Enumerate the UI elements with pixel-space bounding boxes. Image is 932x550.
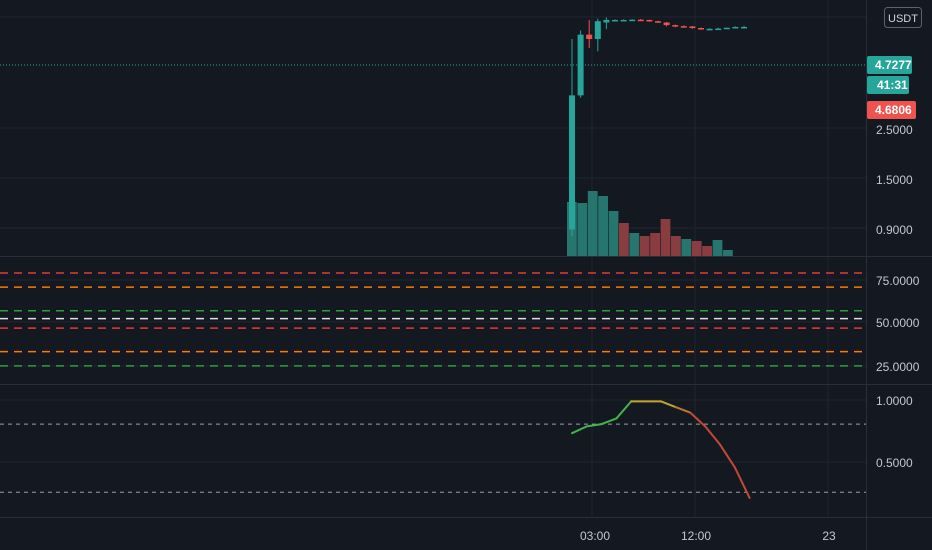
candle-body — [577, 34, 584, 96]
candle-body — [646, 19, 653, 22]
indicator-price-tag-bg — [867, 101, 916, 119]
oscillator-line-segment — [571, 425, 588, 435]
volume-bar — [660, 219, 671, 256]
candle-body — [629, 19, 636, 22]
price-tick-label: 1.5000 — [876, 173, 913, 187]
candle-body — [637, 19, 644, 22]
last-price-tag-bg — [867, 56, 912, 74]
volume-bar — [608, 211, 619, 256]
candle-body — [612, 19, 618, 22]
indicator-tick-label: 75.0000 — [876, 274, 920, 288]
candle-body — [680, 26, 687, 28]
volume-bar — [639, 236, 650, 256]
price-axis[interactable]: 2.5000 1.5000 0.9000 75.0000 50.0000 25.… — [876, 123, 920, 470]
currency-button[interactable]: USDT — [884, 7, 922, 28]
volume-bar — [577, 203, 588, 256]
currency-button-frame — [884, 7, 922, 28]
price-tick-label: 0.9000 — [876, 223, 913, 237]
candle-body — [655, 21, 661, 23]
candle-body — [603, 19, 610, 23]
candle-body — [672, 25, 679, 27]
price-tick-label: 2.5000 — [876, 123, 913, 137]
countdown-tag: 41:31 — [867, 76, 909, 94]
countdown-tag-bg — [867, 76, 909, 94]
volume-bar — [702, 246, 712, 256]
oscillator-line — [571, 400, 751, 499]
time-axis[interactable]: 03:00 12:00 23 — [580, 529, 836, 543]
oscillator-reference-lines — [0, 423, 866, 493]
indicator-price-tag: 4.6806 — [867, 101, 916, 119]
oscillator-line-segment — [600, 417, 618, 426]
time-tick-label: 12:00 — [681, 529, 711, 543]
oscillator-line-segment — [585, 423, 603, 428]
volume-bar — [723, 250, 733, 256]
candlesticks — [569, 17, 747, 237]
volume-bar — [629, 233, 640, 256]
volume-bar — [587, 191, 598, 256]
oscillator-line-segment — [615, 400, 633, 420]
oscillator-tick-label: 1.0000 — [876, 394, 913, 408]
volume-bar — [691, 241, 702, 256]
indicator-price-tag-text: 4.6806 — [875, 103, 912, 117]
oscillator-line-segment — [689, 411, 707, 428]
oscillator-line-segment — [719, 443, 736, 469]
candle-body — [620, 19, 627, 22]
candle-body — [723, 27, 730, 30]
candle-body — [732, 26, 739, 29]
time-tick-label: 23 — [822, 529, 836, 543]
volume-bar — [712, 240, 723, 256]
indicator-tick-label: 50.0000 — [876, 316, 920, 330]
last-price-tag: 4.7277 — [867, 56, 912, 74]
last-price-tag-text: 4.7277 — [875, 58, 912, 72]
volume-bar — [671, 236, 681, 256]
oscillator-line-segment — [733, 466, 751, 499]
time-tick-label: 03:00 — [580, 529, 610, 543]
candle-body — [706, 28, 713, 31]
candle-body — [689, 26, 696, 29]
candle-body — [569, 95, 575, 230]
countdown-tag-text: 41:31 — [877, 78, 908, 92]
currency-label: USDT — [888, 13, 918, 25]
volume-bar — [650, 233, 660, 256]
candle-body — [741, 26, 747, 29]
candle-body — [594, 21, 601, 39]
volume-bar — [598, 196, 608, 256]
indicator-levels — [0, 272, 866, 367]
volume-bar — [619, 223, 629, 256]
oscillator-line-segment — [704, 425, 721, 446]
oscillator-line-segment — [674, 406, 692, 414]
oscillator-tick-label: 0.5000 — [876, 456, 913, 470]
candle-body — [663, 22, 670, 26]
candle-body — [715, 28, 722, 31]
candle-body — [698, 28, 704, 30]
volume-bar — [681, 239, 692, 256]
oscillator-line-segment — [659, 400, 677, 409]
indicator-tick-label: 25.0000 — [876, 360, 920, 374]
candle-body — [586, 34, 593, 39]
